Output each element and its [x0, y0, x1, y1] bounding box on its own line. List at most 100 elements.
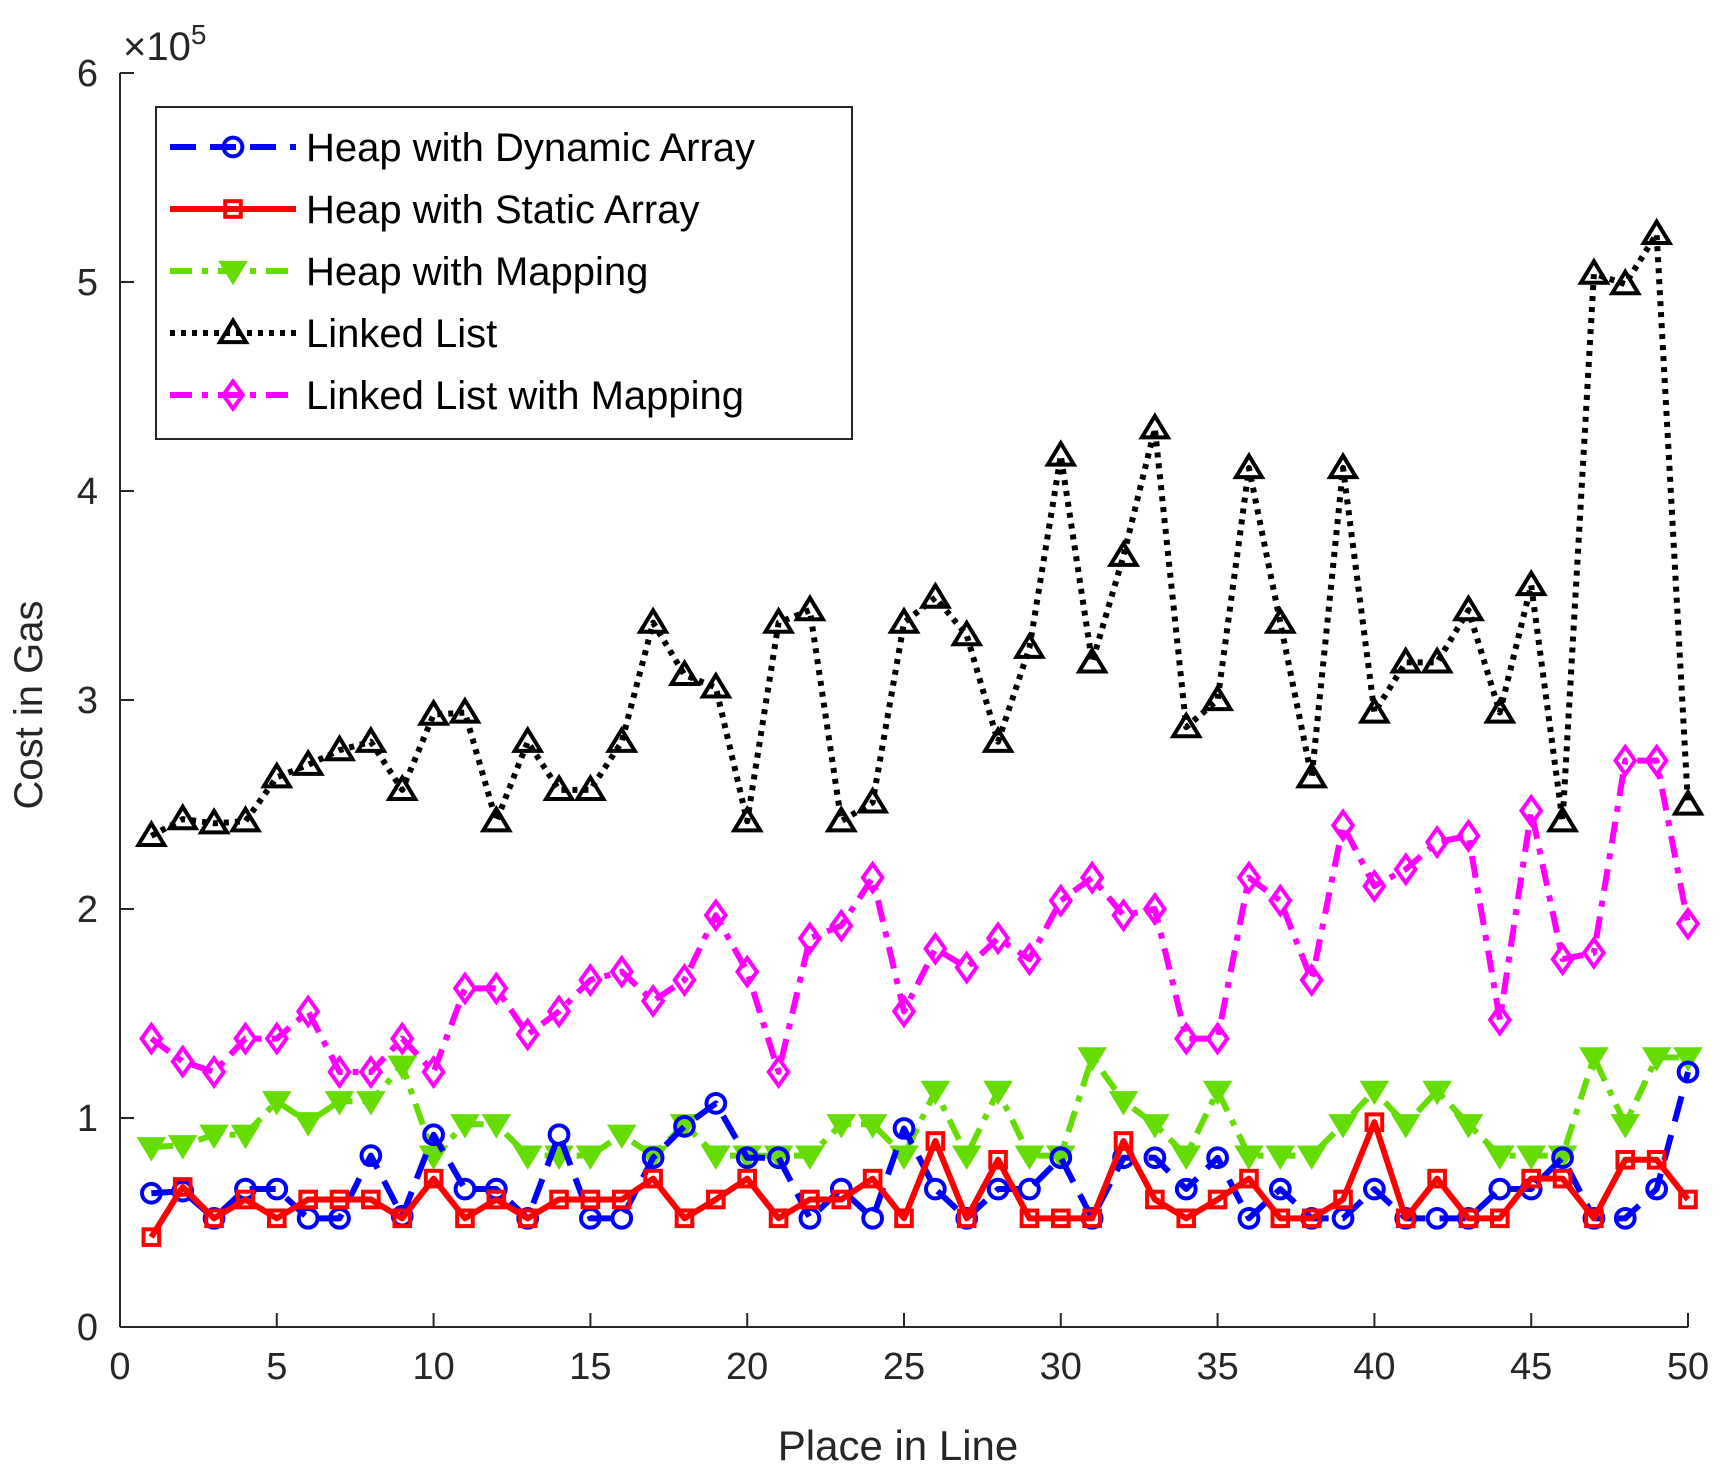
data-point [260, 761, 294, 789]
data-point [1577, 257, 1611, 285]
data-point [1483, 696, 1517, 724]
data-point [860, 860, 885, 895]
y-exponent: ×105 [123, 19, 206, 69]
data-point [1357, 696, 1391, 724]
data-point [667, 658, 702, 687]
legend-item: Heap with Dynamic Array [170, 126, 755, 170]
data-point [1645, 1177, 1669, 1201]
data-point [573, 773, 607, 801]
y-tick-label: 1 [77, 1098, 98, 1140]
data-point [204, 1208, 224, 1229]
data-point [861, 1206, 885, 1230]
data-point [1453, 1114, 1484, 1139]
data-point [542, 773, 576, 801]
data-point [1551, 1146, 1574, 1170]
data-point [1490, 1208, 1510, 1229]
x-tick-label: 20 [726, 1346, 768, 1388]
data-point [199, 1124, 229, 1149]
data-point [1019, 1208, 1040, 1229]
x-tick-label: 40 [1353, 1346, 1395, 1388]
data-point [920, 1080, 951, 1106]
data-point [1546, 805, 1580, 833]
data-point [1678, 1189, 1698, 1210]
data-point [455, 1208, 475, 1229]
data-point [672, 962, 697, 998]
y-tick-label: 5 [77, 262, 98, 304]
data-point [1451, 593, 1486, 622]
data-point [1458, 1208, 1479, 1229]
data-point [298, 1189, 318, 1210]
data-point [1487, 1002, 1513, 1037]
data-point [1333, 1189, 1353, 1210]
series-linked-list [134, 217, 1705, 847]
x-tick-label: 5 [266, 1346, 287, 1388]
legend-swatch-marker [216, 316, 250, 345]
data-point [824, 805, 858, 833]
legend: Heap with Dynamic Array Heap with Static … [155, 106, 853, 440]
data-point [762, 606, 796, 634]
data-point [605, 725, 639, 753]
data-point [826, 1114, 857, 1139]
legend-item: Linked List with Mapping [170, 374, 744, 418]
legend-item: Heap with Static Array [170, 188, 700, 232]
y-tick-label: 2 [77, 889, 98, 931]
data-point [983, 1080, 1013, 1106]
legend-label: Heap with Mapping [306, 250, 648, 294]
data-point [800, 1189, 820, 1210]
data-point [856, 786, 890, 814]
y-exponent-base: ×10 [123, 25, 191, 69]
data-point [793, 593, 827, 622]
data-point [1640, 217, 1674, 246]
legend-swatch-marker [220, 377, 246, 413]
data-point [981, 725, 1015, 753]
data-point [1113, 1131, 1134, 1151]
data-point [1174, 1177, 1198, 1201]
data-point [640, 983, 666, 1019]
data-point [1393, 852, 1418, 887]
data-point [951, 1145, 982, 1170]
data-point [924, 1177, 947, 1201]
data-point [479, 805, 513, 833]
data-point [390, 1021, 415, 1056]
data-point [768, 1208, 789, 1229]
data-point [950, 619, 984, 647]
legend-swatch-marker [223, 199, 243, 219]
data-point [324, 1091, 355, 1116]
data-point [891, 994, 917, 1029]
data-point [1516, 1145, 1546, 1170]
data-point [322, 733, 357, 762]
legend-item: Heap with Mapping [170, 250, 648, 294]
data-point [1427, 1168, 1447, 1189]
y-tick-label: 6 [77, 53, 98, 95]
data-point [136, 1137, 167, 1162]
data-point [1263, 606, 1297, 634]
data-point [737, 1168, 758, 1189]
data-point [1051, 1208, 1071, 1229]
data-point [1608, 267, 1642, 296]
data-point [1138, 412, 1172, 440]
series-line [151, 1071, 1691, 1222]
data-point [385, 773, 419, 801]
data-point [1673, 1047, 1703, 1072]
data-point [1641, 1047, 1672, 1072]
data-point [422, 1123, 445, 1147]
data-point [1488, 1177, 1512, 1201]
x-tick-label: 45 [1510, 1346, 1552, 1388]
data-point [831, 1189, 852, 1210]
data-point [1328, 1114, 1358, 1139]
x-tick-label: 50 [1667, 1346, 1709, 1388]
data-point [887, 606, 921, 634]
data-point [954, 950, 979, 985]
data-point [448, 696, 482, 724]
data-point [1359, 1080, 1390, 1106]
data-point [1364, 1112, 1385, 1132]
data-point [546, 994, 572, 1029]
data-point [1017, 942, 1042, 977]
data-point [606, 1124, 637, 1149]
data-point [1145, 1189, 1165, 1210]
data-point [417, 698, 451, 726]
data-point [1012, 631, 1046, 659]
data-point [387, 1055, 418, 1081]
